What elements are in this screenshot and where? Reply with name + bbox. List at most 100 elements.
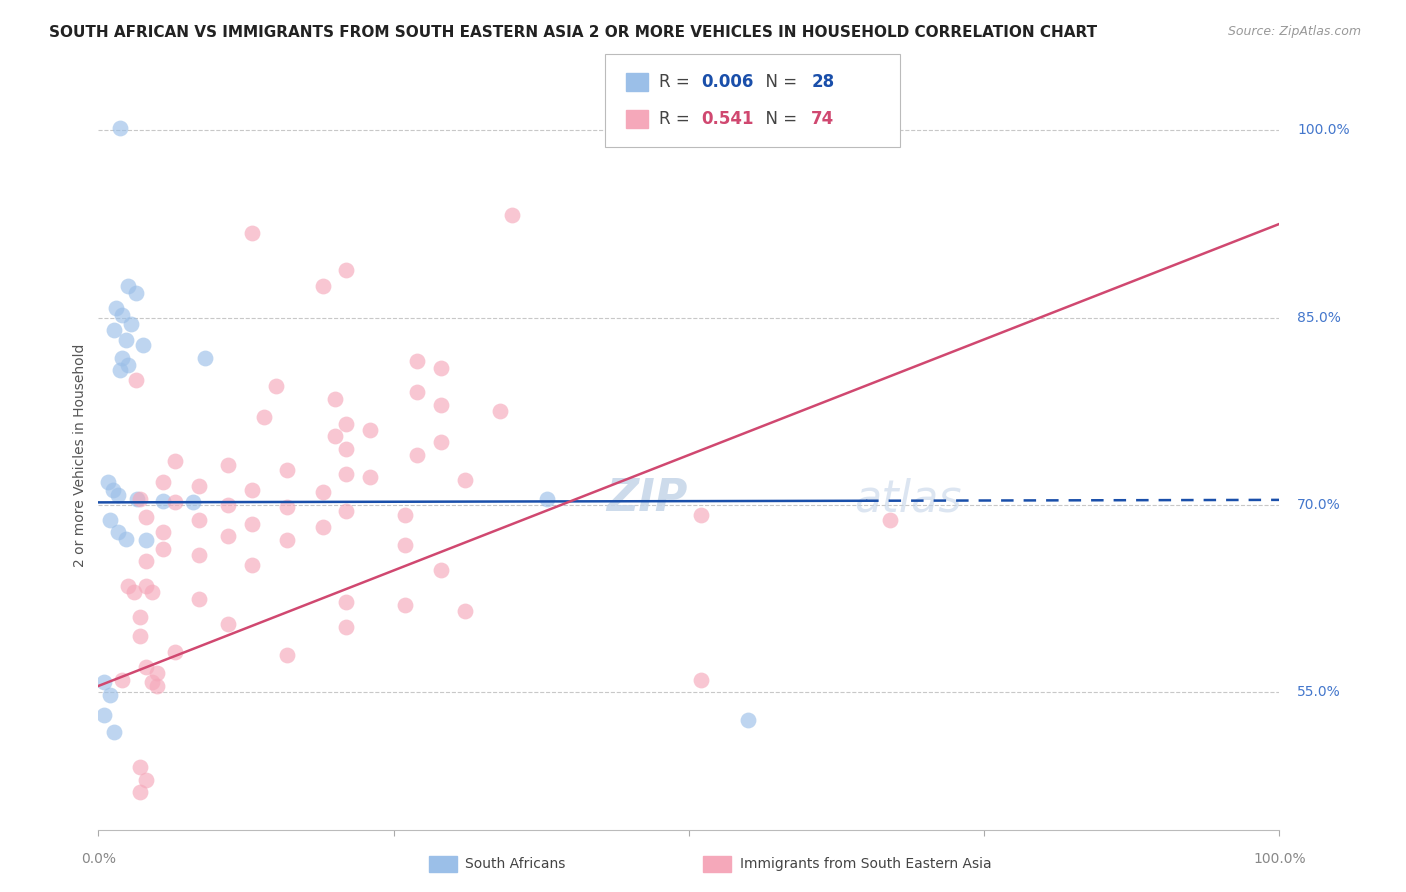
Point [165, 454, 187, 468]
Point [111, 308, 134, 322]
Point [240, 483, 263, 497]
Text: 85.0%: 85.0% [1298, 310, 1341, 325]
Point [107, 525, 129, 540]
Point [312, 520, 335, 534]
Point [335, 417, 357, 431]
Text: 100.0%: 100.0% [1298, 123, 1350, 137]
Point [152, 494, 174, 508]
Point [335, 504, 357, 518]
Point [152, 475, 174, 490]
Point [430, 360, 453, 375]
Point [194, 351, 217, 365]
Point [323, 429, 346, 443]
Point [135, 772, 157, 787]
Point [107, 488, 129, 502]
Point [128, 785, 150, 799]
Point [152, 541, 174, 556]
Y-axis label: 2 or more Vehicles in Household: 2 or more Vehicles in Household [73, 343, 87, 566]
Point [165, 495, 187, 509]
Point [264, 379, 287, 393]
Point [489, 404, 512, 418]
Point [406, 448, 429, 462]
Text: Immigrants from South Eastern Asia: Immigrants from South Eastern Asia [740, 857, 991, 871]
Point [111, 351, 134, 365]
Point [689, 673, 711, 687]
Point [135, 579, 157, 593]
Text: SOUTH AFRICAN VS IMMIGRANTS FROM SOUTH EASTERN ASIA 2 OR MORE VEHICLES IN HOUSEH: SOUTH AFRICAN VS IMMIGRANTS FROM SOUTH E… [49, 25, 1097, 40]
Point [394, 508, 416, 522]
Point [165, 645, 187, 659]
Point [879, 513, 901, 527]
Point [97, 475, 120, 490]
Point [430, 398, 453, 412]
Point [240, 558, 263, 572]
Point [146, 679, 169, 693]
Point [117, 358, 139, 372]
Text: Source: ZipAtlas.com: Source: ZipAtlas.com [1227, 25, 1361, 38]
Point [187, 591, 209, 606]
Point [141, 585, 163, 599]
Text: R =: R = [659, 110, 696, 128]
Point [135, 510, 157, 524]
Point [152, 525, 174, 540]
Point [394, 598, 416, 612]
Point [187, 513, 209, 527]
Point [114, 333, 136, 347]
Point [187, 479, 209, 493]
Point [128, 491, 150, 506]
Point [101, 483, 124, 497]
Point [98, 688, 121, 702]
Point [128, 629, 150, 643]
Point [430, 435, 453, 450]
Point [406, 385, 429, 400]
Point [108, 363, 131, 377]
Point [128, 610, 150, 624]
Point [217, 616, 239, 631]
Text: 70.0%: 70.0% [1298, 498, 1341, 512]
Point [127, 491, 149, 506]
Point [276, 533, 298, 547]
Point [135, 660, 157, 674]
Point [312, 485, 335, 500]
Point [135, 533, 157, 547]
Point [105, 301, 128, 315]
Point [114, 532, 136, 546]
Point [122, 585, 145, 599]
Point [879, 117, 901, 131]
Point [111, 673, 134, 687]
Point [103, 725, 125, 739]
Text: 0.541: 0.541 [702, 110, 754, 128]
Point [125, 373, 148, 387]
Point [187, 548, 209, 562]
Point [453, 473, 475, 487]
Point [93, 707, 115, 722]
Point [117, 279, 139, 293]
Point [406, 354, 429, 368]
Point [359, 423, 381, 437]
Point [276, 500, 298, 515]
Text: South Africans: South Africans [465, 857, 565, 871]
Point [141, 675, 163, 690]
Point [276, 463, 298, 477]
Text: 28: 28 [811, 73, 834, 91]
Point [453, 604, 475, 618]
Point [181, 495, 204, 509]
Point [335, 620, 357, 634]
Point [217, 498, 239, 512]
Point [253, 410, 276, 425]
Point [536, 491, 558, 506]
Point [335, 442, 357, 456]
Point [323, 392, 346, 406]
Point [501, 208, 523, 222]
Point [128, 760, 150, 774]
Point [125, 285, 148, 300]
Point [359, 470, 381, 484]
Text: 74: 74 [811, 110, 835, 128]
Point [146, 666, 169, 681]
Text: atlas: atlas [855, 477, 962, 520]
Text: N =: N = [755, 110, 803, 128]
Point [394, 538, 416, 552]
Point [335, 467, 357, 481]
Point [98, 513, 121, 527]
Point [737, 713, 759, 727]
